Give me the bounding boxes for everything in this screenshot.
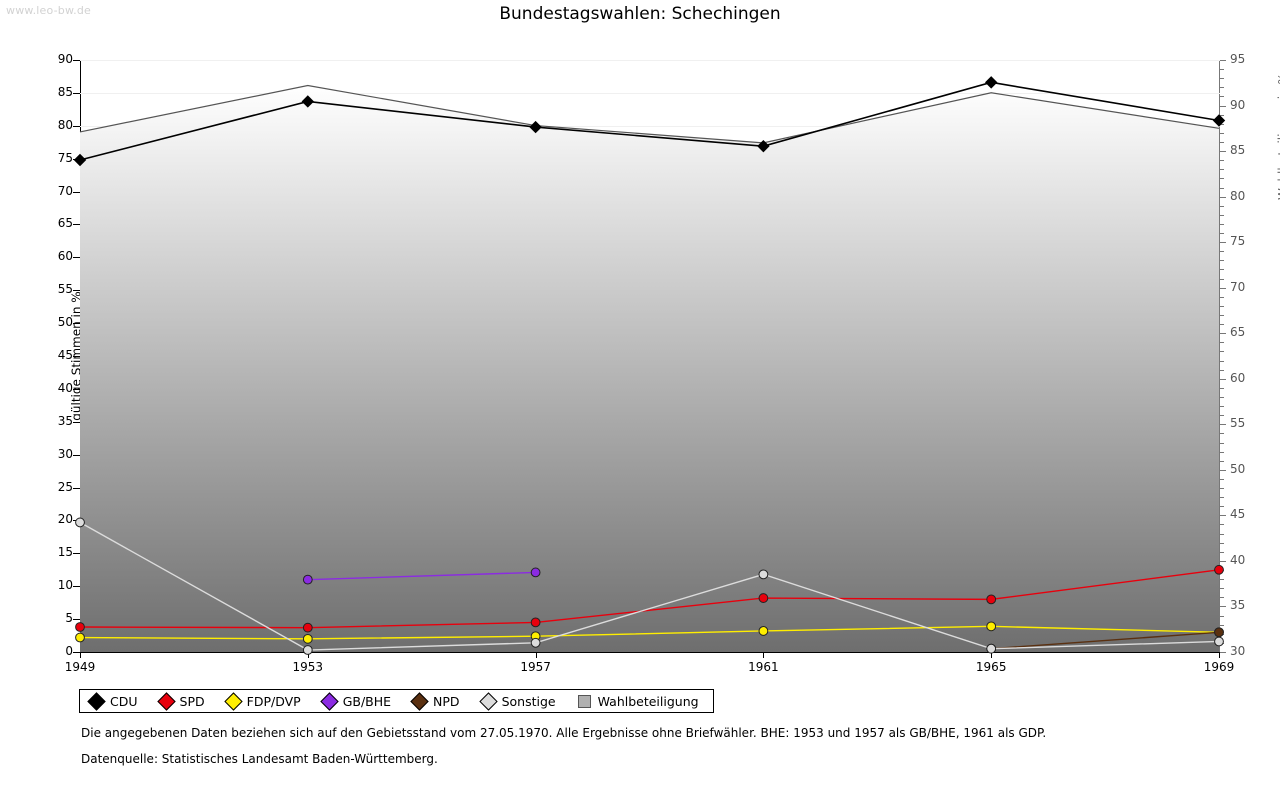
npd-swatch-icon — [410, 691, 429, 711]
footnote-datenquelle: Datenquelle: Statistisches Landesamt Bad… — [81, 752, 438, 766]
legend-item-spd[interactable]: SPD — [156, 691, 205, 711]
data-point-sonstige — [758, 569, 769, 580]
x-axis-line — [80, 652, 1220, 653]
data-point-sonstige — [1214, 636, 1224, 647]
x-tick-label: 1953 — [292, 660, 324, 674]
legend-label: CDU — [110, 693, 138, 709]
x-tick-label: 1949 — [64, 660, 96, 674]
x-tick-label: 1965 — [975, 660, 1007, 674]
x-tick-label: 1957 — [520, 660, 551, 674]
legend-item-cdu[interactable]: CDU — [87, 691, 138, 711]
right-tick-label: 95 — [1230, 52, 1246, 66]
right-tick-label: 75 — [1230, 234, 1246, 249]
sonstige-swatch-icon — [478, 691, 498, 711]
data-point-spd — [75, 622, 85, 632]
footnote-gebietsstand: Die angegebenen Daten beziehen sich auf … — [81, 726, 1047, 740]
right-tick-label: 85 — [1230, 143, 1246, 158]
data-point-fdp-dvp — [986, 621, 997, 632]
right-axis-title: Wahlbeteiligung in % — [1276, 73, 1280, 200]
data-point-spd — [302, 622, 313, 633]
left-tick-label: 35 — [57, 413, 73, 428]
left-tick-label: 60 — [57, 249, 73, 264]
legend-label: GB/BHE — [342, 693, 392, 709]
legend-label: Wahlbeteiligung — [597, 693, 699, 709]
legend-item-npd[interactable]: NPD — [410, 691, 460, 711]
right-tick-label: 50 — [1230, 461, 1246, 476]
right-axis-line — [1219, 60, 1220, 652]
right-tick-label: 70 — [1230, 279, 1246, 294]
left-tick-label: 25 — [57, 479, 73, 494]
data-point-sonstige — [75, 517, 85, 528]
data-point-cdu — [1212, 114, 1226, 127]
x-tick-label: 1961 — [748, 660, 779, 674]
right-tick-label: 65 — [1230, 325, 1246, 340]
watermark: www.leo-bw.de — [6, 4, 92, 17]
left-tick-label: 15 — [57, 545, 73, 560]
left-tick-label: 65 — [57, 216, 73, 231]
data-point-gb-bhe — [302, 574, 313, 585]
data-point-spd — [1214, 564, 1224, 575]
legend-item-fdp[interactable]: FDP/DVP — [223, 691, 301, 711]
data-point-fdp-dvp — [758, 626, 769, 636]
legend-item-sonstige[interactable]: Sonstige — [478, 691, 556, 711]
legend-item-gbbhe[interactable]: GB/BHE — [319, 691, 392, 711]
series-layer — [73, 76, 1226, 655]
data-point-spd — [986, 594, 997, 605]
legend-item-wahlbeteiligung[interactable]: Wahlbeteiligung — [577, 693, 699, 709]
chart-title: Bundestagswahlen: Schechingen — [499, 4, 781, 24]
data-point-npd — [1214, 627, 1224, 638]
right-tick-label: 40 — [1230, 552, 1246, 567]
left-tick-label: 30 — [57, 446, 73, 461]
data-point-sonstige — [302, 645, 313, 655]
data-point-sonstige — [530, 637, 541, 648]
left-tick-label: 20 — [57, 512, 73, 527]
data-point-cdu — [529, 120, 542, 134]
gbbhe-swatch-icon — [319, 691, 339, 711]
wahlbeteiligung-swatch-icon — [577, 694, 591, 708]
left-tick-label: 80 — [57, 117, 73, 132]
left-tick-label: 75 — [57, 150, 73, 165]
left-tick-label: 5 — [65, 611, 73, 626]
left-tick-label: 85 — [57, 84, 73, 99]
data-point-cdu — [757, 139, 770, 153]
right-tick-label: 45 — [1230, 507, 1246, 522]
left-tick-label: 50 — [57, 315, 73, 330]
left-tick-label: 40 — [57, 380, 73, 395]
right-tick-label: 80 — [1230, 188, 1246, 203]
data-point-gb-bhe — [530, 567, 541, 578]
left-tick-label: 55 — [57, 282, 73, 297]
legend-label: SPD — [179, 693, 205, 709]
plot-area: gültige Stimmen in % Wahlbeteiligung in … — [58, 53, 1280, 674]
data-point-spd — [758, 593, 769, 603]
left-tick-label: 45 — [57, 348, 73, 362]
left-tick-label: 70 — [57, 183, 73, 198]
right-tick-label: 35 — [1230, 598, 1246, 613]
data-point-sonstige — [986, 643, 997, 654]
x-tick-label: 1969 — [1203, 660, 1235, 674]
data-point-fdp-dvp — [302, 633, 313, 644]
cdu-swatch-icon — [87, 691, 106, 711]
right-tick-label: 30 — [1230, 644, 1246, 658]
right-tick-label: 90 — [1230, 97, 1246, 112]
legend-label: NPD — [433, 693, 460, 709]
spd-swatch-icon — [156, 691, 176, 711]
left-tick-label: 0 — [65, 644, 73, 658]
data-point-cdu — [73, 153, 87, 167]
legend-label: Sonstige — [501, 693, 556, 709]
data-point-spd — [530, 617, 541, 628]
left-tick-label: 90 — [57, 52, 73, 66]
fdp-swatch-icon — [223, 691, 243, 711]
right-tick-label: 55 — [1230, 416, 1246, 431]
data-point-cdu — [301, 95, 315, 108]
legend: CDU SPD FDP/DVP GB/BHE NPD Sonstige Wahlbeteil… — [79, 689, 714, 713]
data-point-fdp-dvp — [75, 632, 85, 643]
data-point-cdu — [984, 76, 998, 89]
legend-label: FDP/DVP — [246, 693, 301, 709]
left-tick-label: 10 — [57, 578, 73, 593]
right-tick-label: 60 — [1230, 370, 1246, 385]
